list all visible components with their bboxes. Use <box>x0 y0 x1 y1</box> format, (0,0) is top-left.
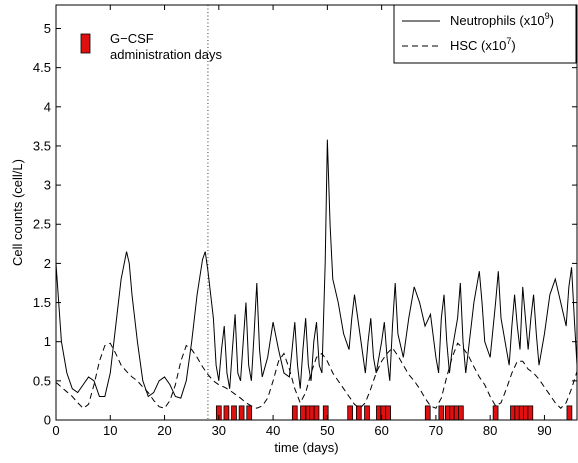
gcsf-bar <box>231 405 237 421</box>
y-tick-label: 1 <box>44 334 51 349</box>
axes: 0 10 20 30 40 50 60 70 80 90 0 0.5 1 1.5 2 2.5 3 3.5 4 4.5 5… <box>10 4 578 455</box>
x-tick-label: 50 <box>320 423 334 438</box>
y-tick-label: 2.5 <box>33 217 51 232</box>
gcsf-bar <box>458 405 464 421</box>
x-tick-label: 80 <box>483 423 497 438</box>
x-tick-label: 10 <box>103 423 117 438</box>
y-tick-label: 5 <box>44 21 51 36</box>
legend-label-suffix: ) <box>550 13 554 28</box>
gcsf-bar <box>291 405 298 421</box>
gcsf-bar <box>313 405 320 421</box>
plot-area <box>56 5 577 420</box>
gcsf-annotation-line2: administration days <box>110 47 222 62</box>
gcsf-annotation-line1: G−CSF <box>110 31 154 46</box>
gcsf-bar <box>527 405 534 421</box>
legend-label-neutrophils: Neutrophils (x109) <box>450 11 554 28</box>
axes-frame <box>55 4 578 421</box>
gcsf-bar <box>223 405 230 421</box>
gcsf-bar <box>424 405 431 421</box>
plot-background <box>56 5 577 420</box>
x-tick-label: 90 <box>537 423 551 438</box>
gcsf-bar <box>566 405 573 421</box>
gcsf-bar <box>238 405 245 421</box>
x-axis-label: time (days) <box>274 440 338 455</box>
legend-label-text: HSC (x10 <box>450 38 506 53</box>
y-tick-label: 1.5 <box>33 295 51 310</box>
gcsf-bar <box>385 405 391 421</box>
legend-label-exponent: 7 <box>506 36 511 46</box>
gcsf-bar <box>364 405 370 421</box>
x-tick-label: 20 <box>157 423 171 438</box>
chart-marks <box>55 5 578 421</box>
gcsf-bar <box>438 405 445 421</box>
x-tick-label: 30 <box>212 423 226 438</box>
x-tick-label: 70 <box>429 423 443 438</box>
gcsf-bar <box>347 405 353 421</box>
legend-label-text: Neutrophils (x10 <box>450 13 545 28</box>
gcsf-bar <box>355 405 362 421</box>
gcsf-bar <box>246 405 253 421</box>
x-tick-label: 0 <box>52 423 59 438</box>
y-tick-label: 3 <box>44 178 51 193</box>
y-tick-label: 3.5 <box>33 138 51 153</box>
y-tick-label: 2 <box>44 256 51 271</box>
gcsf-bar <box>492 405 499 421</box>
gcsf-bar <box>300 405 306 421</box>
y-tick-label: 0.5 <box>33 373 51 388</box>
x-tick-label: 40 <box>266 423 280 438</box>
legend-label-exponent: 9 <box>545 11 550 21</box>
y-tick-label: 4.5 <box>33 60 51 75</box>
legend-label-suffix: ) <box>511 38 515 53</box>
legend-box <box>393 4 577 64</box>
y-tick-label: 4 <box>44 99 51 114</box>
x-tick-label: 60 <box>374 423 388 438</box>
gcsf-legend-swatch <box>80 33 91 54</box>
hsc-line <box>55 342 578 409</box>
neutrophils-line <box>55 139 578 399</box>
legend: Neutrophils (x109)HSC (x107) <box>393 4 577 64</box>
y-tick-label: 0 <box>44 413 51 428</box>
y-axis-label: Cell counts (cell/L) <box>10 159 25 266</box>
legend-label-hsc: HSC (x107) <box>450 36 516 53</box>
